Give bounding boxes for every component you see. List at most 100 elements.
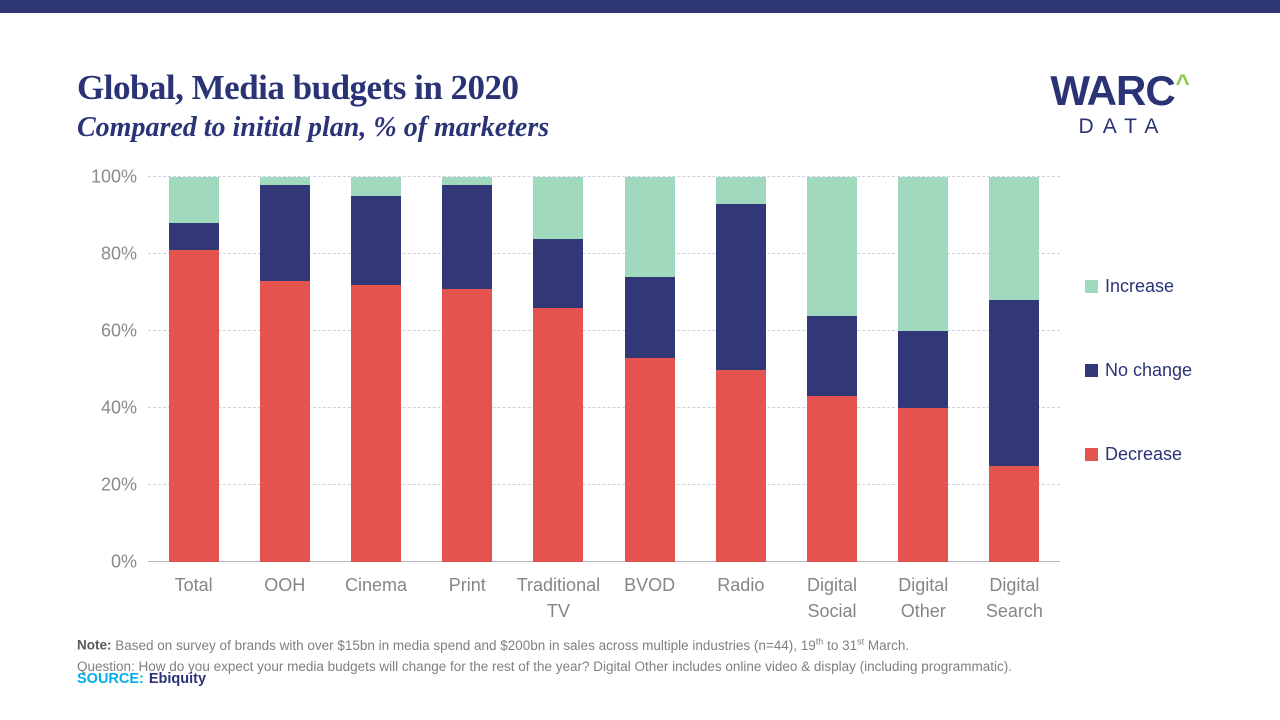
x-axis: Total OOH Cinema Print Traditional TV BVOD Rad… bbox=[148, 572, 1060, 624]
stacked-bar bbox=[807, 177, 858, 562]
gridline bbox=[148, 561, 1060, 562]
legend-label: Increase bbox=[1105, 275, 1175, 296]
bar-segment-increase bbox=[351, 177, 401, 197]
bar-segment-decrease bbox=[624, 357, 675, 562]
y-axis-tick: 80% bbox=[100, 243, 137, 264]
warc-data-logo: WARC^ DATA bbox=[1050, 70, 1190, 139]
bar-segment-increase bbox=[898, 177, 949, 331]
legend-label: No change bbox=[1105, 359, 1193, 380]
bar-column bbox=[330, 177, 421, 562]
bar-column bbox=[969, 177, 1060, 562]
note-line-2: Question: How do you expect your media b… bbox=[77, 658, 1012, 674]
ordinal-superscript: st bbox=[857, 636, 865, 646]
source-value: Ebiquity bbox=[148, 671, 207, 687]
stacked-bar bbox=[624, 177, 675, 562]
bar-column bbox=[604, 177, 695, 562]
y-axis-tick: 0% bbox=[110, 551, 137, 572]
bar-segment-no-change bbox=[807, 315, 858, 397]
bar-column bbox=[239, 177, 330, 562]
stacked-bar bbox=[442, 177, 493, 562]
plot-area bbox=[148, 176, 1060, 562]
gridline bbox=[148, 176, 1060, 177]
page-subtitle: Compared to initial plan, % of marketers bbox=[77, 112, 550, 143]
y-axis-tick: 100% bbox=[90, 166, 137, 187]
bar-column bbox=[148, 177, 239, 562]
bar-segment-decrease bbox=[442, 288, 493, 562]
bar-segment-increase bbox=[168, 177, 219, 224]
bar-column bbox=[878, 177, 969, 562]
bar-segment-no-change bbox=[715, 203, 766, 370]
stacked-bar bbox=[715, 177, 766, 562]
gridline bbox=[148, 407, 1060, 408]
legend-swatch bbox=[1085, 363, 1098, 377]
bar-segment-no-change bbox=[259, 184, 310, 281]
gridline bbox=[148, 253, 1060, 254]
bar-segment-increase bbox=[533, 177, 584, 239]
bar-segment-increase bbox=[989, 177, 1040, 301]
bar-segment-no-change bbox=[624, 277, 675, 358]
gridline bbox=[148, 484, 1060, 485]
bar-column bbox=[695, 177, 786, 562]
source-label: SOURCE: bbox=[77, 671, 144, 687]
stacked-bar bbox=[168, 177, 219, 562]
stacked-bar bbox=[989, 177, 1040, 562]
legend: Increase No change Decrease bbox=[1085, 275, 1192, 527]
warc-brand-text: WARC bbox=[1050, 67, 1175, 114]
bar-segment-no-change bbox=[898, 331, 949, 408]
bar-segment-decrease bbox=[898, 408, 949, 562]
note-line-1-text: Based on survey of brands with over $15b… bbox=[111, 636, 910, 653]
y-axis-tick: 40% bbox=[100, 397, 137, 418]
legend-item: No change bbox=[1085, 359, 1192, 381]
x-axis-label: Radio bbox=[717, 575, 765, 595]
note-line-1: Note: Based on survey of brands with ove… bbox=[77, 631, 1217, 656]
bar-column bbox=[513, 177, 604, 562]
stacked-bar bbox=[533, 177, 584, 562]
bar-segment-increase bbox=[624, 177, 675, 278]
x-axis-label: Digital Other bbox=[898, 575, 949, 621]
bar-segment-decrease bbox=[533, 307, 584, 562]
bar-segment-decrease bbox=[807, 396, 858, 562]
x-axis-label: Digital Social bbox=[807, 575, 858, 621]
legend-swatch bbox=[1085, 447, 1098, 461]
bar-column bbox=[786, 177, 877, 562]
bar-segment-decrease bbox=[989, 465, 1040, 562]
top-accent-bar bbox=[0, 0, 1280, 13]
y-axis-tick: 60% bbox=[100, 320, 137, 341]
x-axis-label: BVOD bbox=[624, 575, 676, 595]
note-label: Note: bbox=[77, 637, 112, 653]
x-axis-label: Traditional TV bbox=[516, 575, 601, 621]
bar-segment-no-change bbox=[168, 223, 219, 251]
bar-segment-increase bbox=[259, 177, 310, 185]
bar-segment-decrease bbox=[259, 280, 310, 562]
bar-column bbox=[422, 177, 513, 562]
bar-segment-increase bbox=[442, 177, 493, 185]
bar-segment-decrease bbox=[168, 250, 219, 562]
x-axis-label: Total bbox=[174, 575, 213, 595]
stacked-bar bbox=[898, 177, 949, 562]
brand-caret-icon: ^ bbox=[1175, 70, 1190, 97]
bar-segment-increase bbox=[715, 177, 766, 204]
bar-segment-decrease bbox=[715, 369, 766, 562]
bar-segment-decrease bbox=[351, 284, 401, 562]
page-title: Global, Media budgets in 2020 bbox=[77, 68, 519, 107]
bar-segment-no-change bbox=[989, 300, 1040, 466]
source-line: SOURCE: Ebiquity bbox=[77, 671, 206, 687]
bar-series bbox=[148, 177, 1060, 562]
stacked-bar bbox=[351, 177, 401, 562]
bar-segment-no-change bbox=[442, 184, 493, 289]
legend-swatch bbox=[1085, 279, 1098, 293]
bar-segment-no-change bbox=[351, 196, 401, 285]
bar-segment-increase bbox=[807, 177, 858, 316]
warc-wordmark: WARC^ bbox=[1050, 70, 1190, 112]
legend-label: Decrease bbox=[1105, 443, 1183, 464]
legend-item: Decrease bbox=[1085, 443, 1192, 465]
y-axis: 0% 20% 40% 60% 80% 100% bbox=[55, 167, 137, 572]
x-axis-label: Digital Search bbox=[985, 575, 1043, 621]
x-axis-label: OOH bbox=[264, 575, 306, 595]
stacked-bar bbox=[259, 177, 310, 562]
legend-item: Increase bbox=[1085, 275, 1192, 297]
x-axis-label: Cinema bbox=[344, 575, 408, 595]
gridline bbox=[148, 330, 1060, 331]
ordinal-superscript: th bbox=[815, 636, 824, 646]
